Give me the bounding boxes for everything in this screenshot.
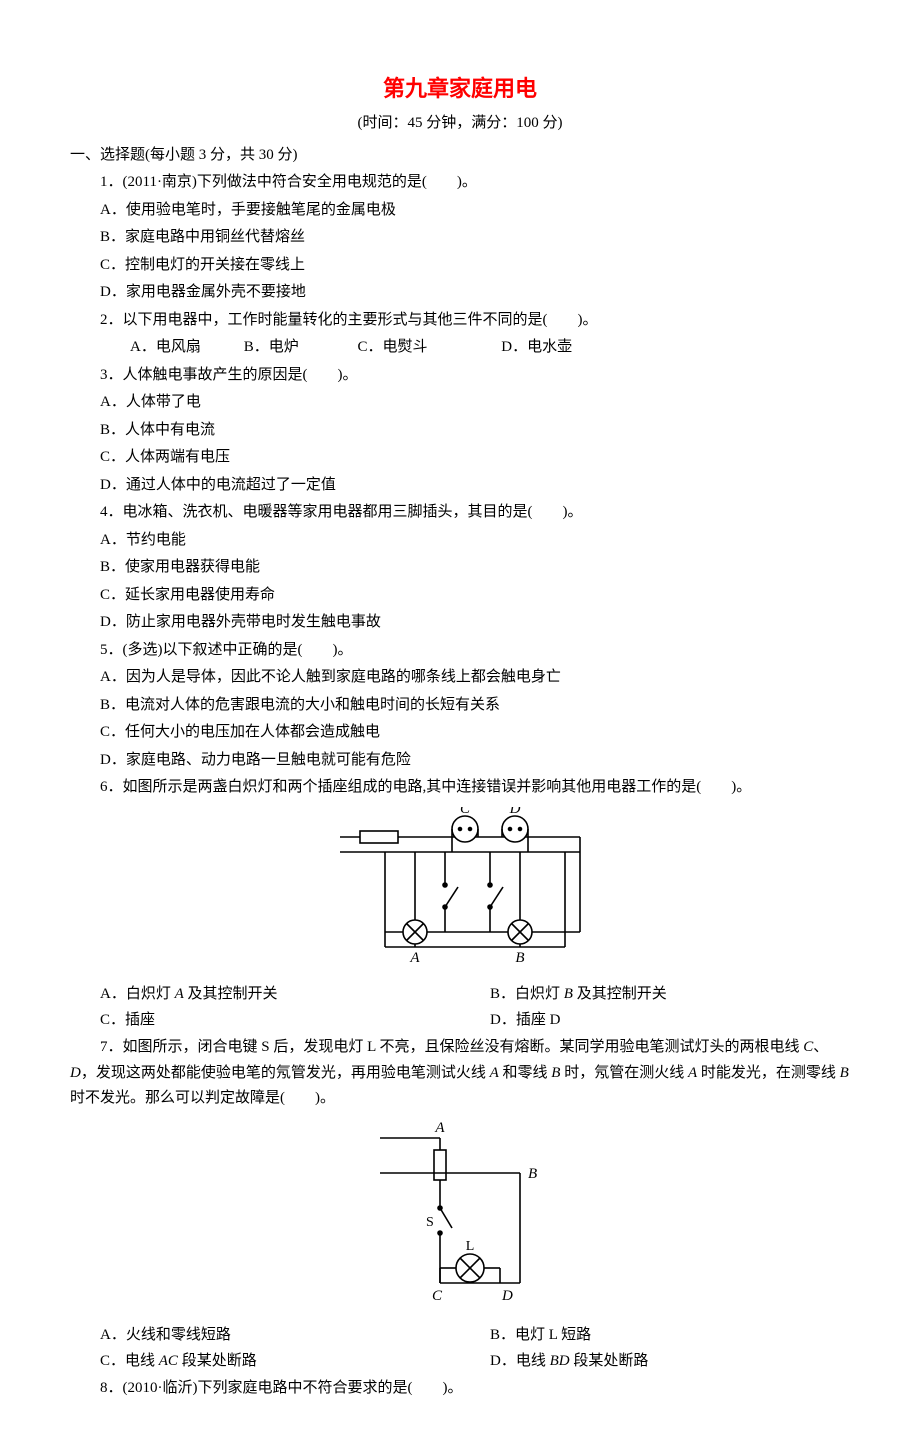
q5-opt-d: D．家庭电路、动力电路一旦触电就可能有危险 [70, 748, 850, 774]
q1-opt-d: D．家用电器金属外壳不要接地 [70, 280, 850, 306]
q7-opt-b: B．电灯 L 短路 [490, 1327, 591, 1343]
fig6-label-d: D [509, 807, 521, 817]
q2-opt-d: D．电水壶 [471, 335, 581, 361]
q7-opt-c: C．电线 AC 段某处断路 [100, 1353, 257, 1369]
q4-opt-c: C．延长家用电器使用寿命 [70, 583, 850, 609]
q6-opt-b: B．白炽灯 B 及其控制开关 [490, 986, 667, 1002]
q6-opt-d: D．插座 D [490, 1012, 560, 1028]
q5-opt-c: C．任何大小的电压加在人体都会造成触电 [70, 720, 850, 746]
q6-stem: 6．如图所示是两盏白炽灯和两个插座组成的电路,其中连接错误并影响其他用电器工作的… [70, 775, 850, 801]
q2-opt-c: C．电熨斗 [328, 335, 468, 361]
q2-options-row: A．电风扇 B．电炉 C．电熨斗 D．电水壶 [70, 335, 850, 361]
q2-opt-a: A．电风扇 [100, 335, 210, 361]
q4-opt-d: D．防止家用电器外壳带电时发生触电事故 [70, 610, 850, 636]
fig6-label-b: B [515, 950, 524, 966]
q7-options-1: A．火线和零线短路 B．电灯 L 短路 [70, 1323, 850, 1349]
fig7-label-l: L [466, 1239, 475, 1254]
q1-stem: 1．(2011·南京)下列做法中符合安全用电规范的是( )。 [70, 170, 850, 196]
q2-opt-b: B．电炉 [214, 335, 324, 361]
q6-opt-c: C．插座 [100, 1012, 155, 1028]
q7-options-2: C．电线 AC 段某处断路 D．电线 BD 段某处断路 [70, 1349, 850, 1375]
q4-stem: 4．电冰箱、洗衣机、电暖器等家用电器都用三脚插头，其目的是( )。 [70, 500, 850, 526]
fig7-label-s: S [426, 1215, 434, 1230]
q1-opt-b: B．家庭电路中用铜丝代替熔丝 [70, 225, 850, 251]
q5-stem: 5．(多选)以下叙述中正确的是( )。 [70, 638, 850, 664]
chapter-title: 第九章家庭用电 [70, 70, 850, 107]
q3-opt-c: C．人体两端有电压 [70, 445, 850, 471]
q4-opt-b: B．使家用电器获得电能 [70, 555, 850, 581]
q2-stem: 2．以下用电器中，工作时能量转化的主要形式与其他三件不同的是( )。 [70, 308, 850, 334]
fig7-label-c: C [432, 1288, 443, 1304]
q8-stem: 8．(2010·临沂)下列家庭电路中不符合要求的是( )。 [70, 1376, 850, 1402]
q1-opt-a: A．使用验电笔时，手要接触笔尾的金属电极 [70, 198, 850, 224]
q1-opt-c: C．控制电灯的开关接在零线上 [70, 253, 850, 279]
fig6-label-c: C [460, 807, 471, 817]
q5-opt-b: B．电流对人体的危害跟电流的大小和触电时间的长短有关系 [70, 693, 850, 719]
q6-options-2: C．插座 D．插座 D [70, 1008, 850, 1034]
q3-stem: 3．人体触电事故产生的原因是( )。 [70, 363, 850, 389]
q7-opt-d: D．电线 BD 段某处断路 [490, 1353, 648, 1369]
q5-opt-a: A．因为人是导体，因此不论人触到家庭电路的哪条线上都会触电身亡 [70, 665, 850, 691]
fig7-label-a: A [434, 1120, 445, 1136]
exam-meta: (时间：45 分钟，满分：100 分) [70, 111, 850, 137]
q7-figure: A B S L C D [70, 1118, 850, 1318]
q6-options: A．白炽灯 A 及其控制开关 B．白炽灯 B 及其控制开关 [70, 982, 850, 1008]
q6-opt-a: A．白炽灯 A 及其控制开关 [100, 986, 278, 1002]
fig7-label-d: D [501, 1288, 513, 1304]
q6-figure: C D A B [70, 807, 850, 977]
section-1-heading: 一、选择题(每小题 3 分，共 30 分) [70, 143, 850, 169]
fig6-label-a: A [409, 950, 420, 966]
q7-stem-text: 7．如图所示，闭合电键 S 后，发现电灯 L 不亮，且保险丝没有熔断。某同学用验… [70, 1039, 849, 1106]
fig7-label-b: B [528, 1166, 537, 1182]
q4-opt-a: A．节约电能 [70, 528, 850, 554]
q7-stem: 7．如图所示，闭合电键 S 后，发现电灯 L 不亮，且保险丝没有熔断。某同学用验… [70, 1035, 850, 1112]
q3-opt-a: A．人体带了电 [70, 390, 850, 416]
q3-opt-d: D．通过人体中的电流超过了一定值 [70, 473, 850, 499]
q7-opt-a: A．火线和零线短路 [100, 1327, 231, 1343]
q3-opt-b: B．人体中有电流 [70, 418, 850, 444]
